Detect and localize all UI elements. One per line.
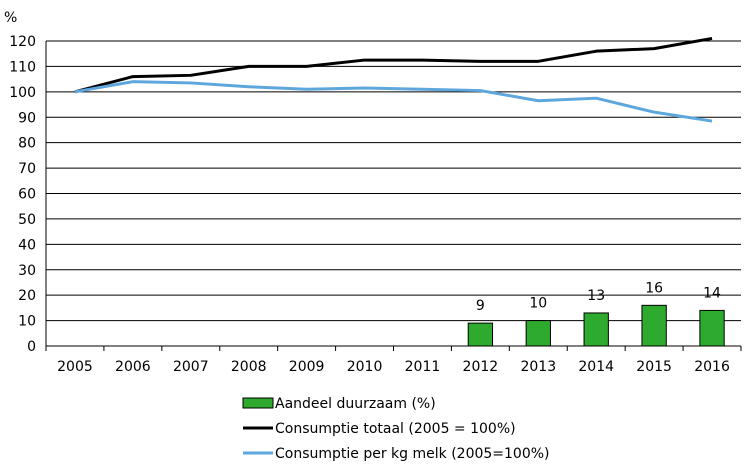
bar [467, 322, 494, 347]
legend-swatch [242, 397, 274, 409]
data-label: 9 [476, 298, 485, 314]
y-tick-label: 120 [9, 34, 36, 50]
y-tick-label: 90 [18, 110, 36, 126]
data-label: 14 [703, 285, 721, 301]
bar-series [467, 304, 725, 347]
x-tick-label: 2010 [347, 359, 383, 375]
y-tick-label: 80 [18, 136, 36, 152]
y-tick-label: 0 [27, 339, 36, 355]
y-tick-label: 30 [18, 263, 36, 279]
x-tick-label: 2007 [173, 359, 209, 375]
bar [699, 309, 725, 347]
legend-label: Aandeel duurzaam (%) [275, 396, 436, 412]
data-label: 10 [529, 296, 547, 312]
y-tick-label: 60 [18, 187, 36, 203]
legend-label: Consumptie per kg melk (2005=100%) [275, 446, 550, 462]
bar [525, 320, 551, 347]
series-line [74, 80, 713, 123]
legend: Aandeel duurzaam (%) Consumptie totaal (2… [242, 396, 550, 462]
y-tick-label: 50 [18, 212, 36, 228]
y-tick-label: 20 [18, 288, 36, 304]
y-tick-label: 110 [9, 59, 36, 75]
y-tick-label: 100 [9, 85, 36, 101]
y-tick-label: 40 [18, 237, 36, 253]
y-unit-label: % [4, 10, 17, 26]
x-tick-label: 2008 [231, 359, 267, 375]
series-line [74, 36, 713, 94]
y-tick-label: 10 [18, 314, 36, 330]
x-tick-label: 2013 [520, 359, 556, 375]
data-labels: 9 10 13 16 14 [476, 280, 721, 314]
data-label: 13 [587, 288, 605, 304]
x-tick-label: 2014 [578, 359, 614, 375]
x-tick-label: 2006 [115, 359, 151, 375]
x-tick-label: 2012 [463, 359, 499, 375]
x-tick-label: 2005 [57, 359, 93, 375]
y-tick-label: 70 [18, 161, 36, 177]
x-tick-label: 2011 [405, 359, 441, 375]
bar [641, 304, 667, 347]
x-tick-label: 2016 [694, 359, 730, 375]
bar [583, 312, 609, 347]
legend-label: Consumptie totaal (2005 = 100%) [275, 421, 516, 437]
x-tick-label: 2015 [636, 359, 672, 375]
data-label: 16 [645, 280, 663, 296]
line-series [74, 36, 713, 123]
x-tick-label: 2009 [289, 359, 325, 375]
gridlines [46, 40, 741, 347]
axes: 0 10 20 30 40 50 60 70 80 90 100 110 120 2005 2006 2007… [9, 34, 742, 375]
